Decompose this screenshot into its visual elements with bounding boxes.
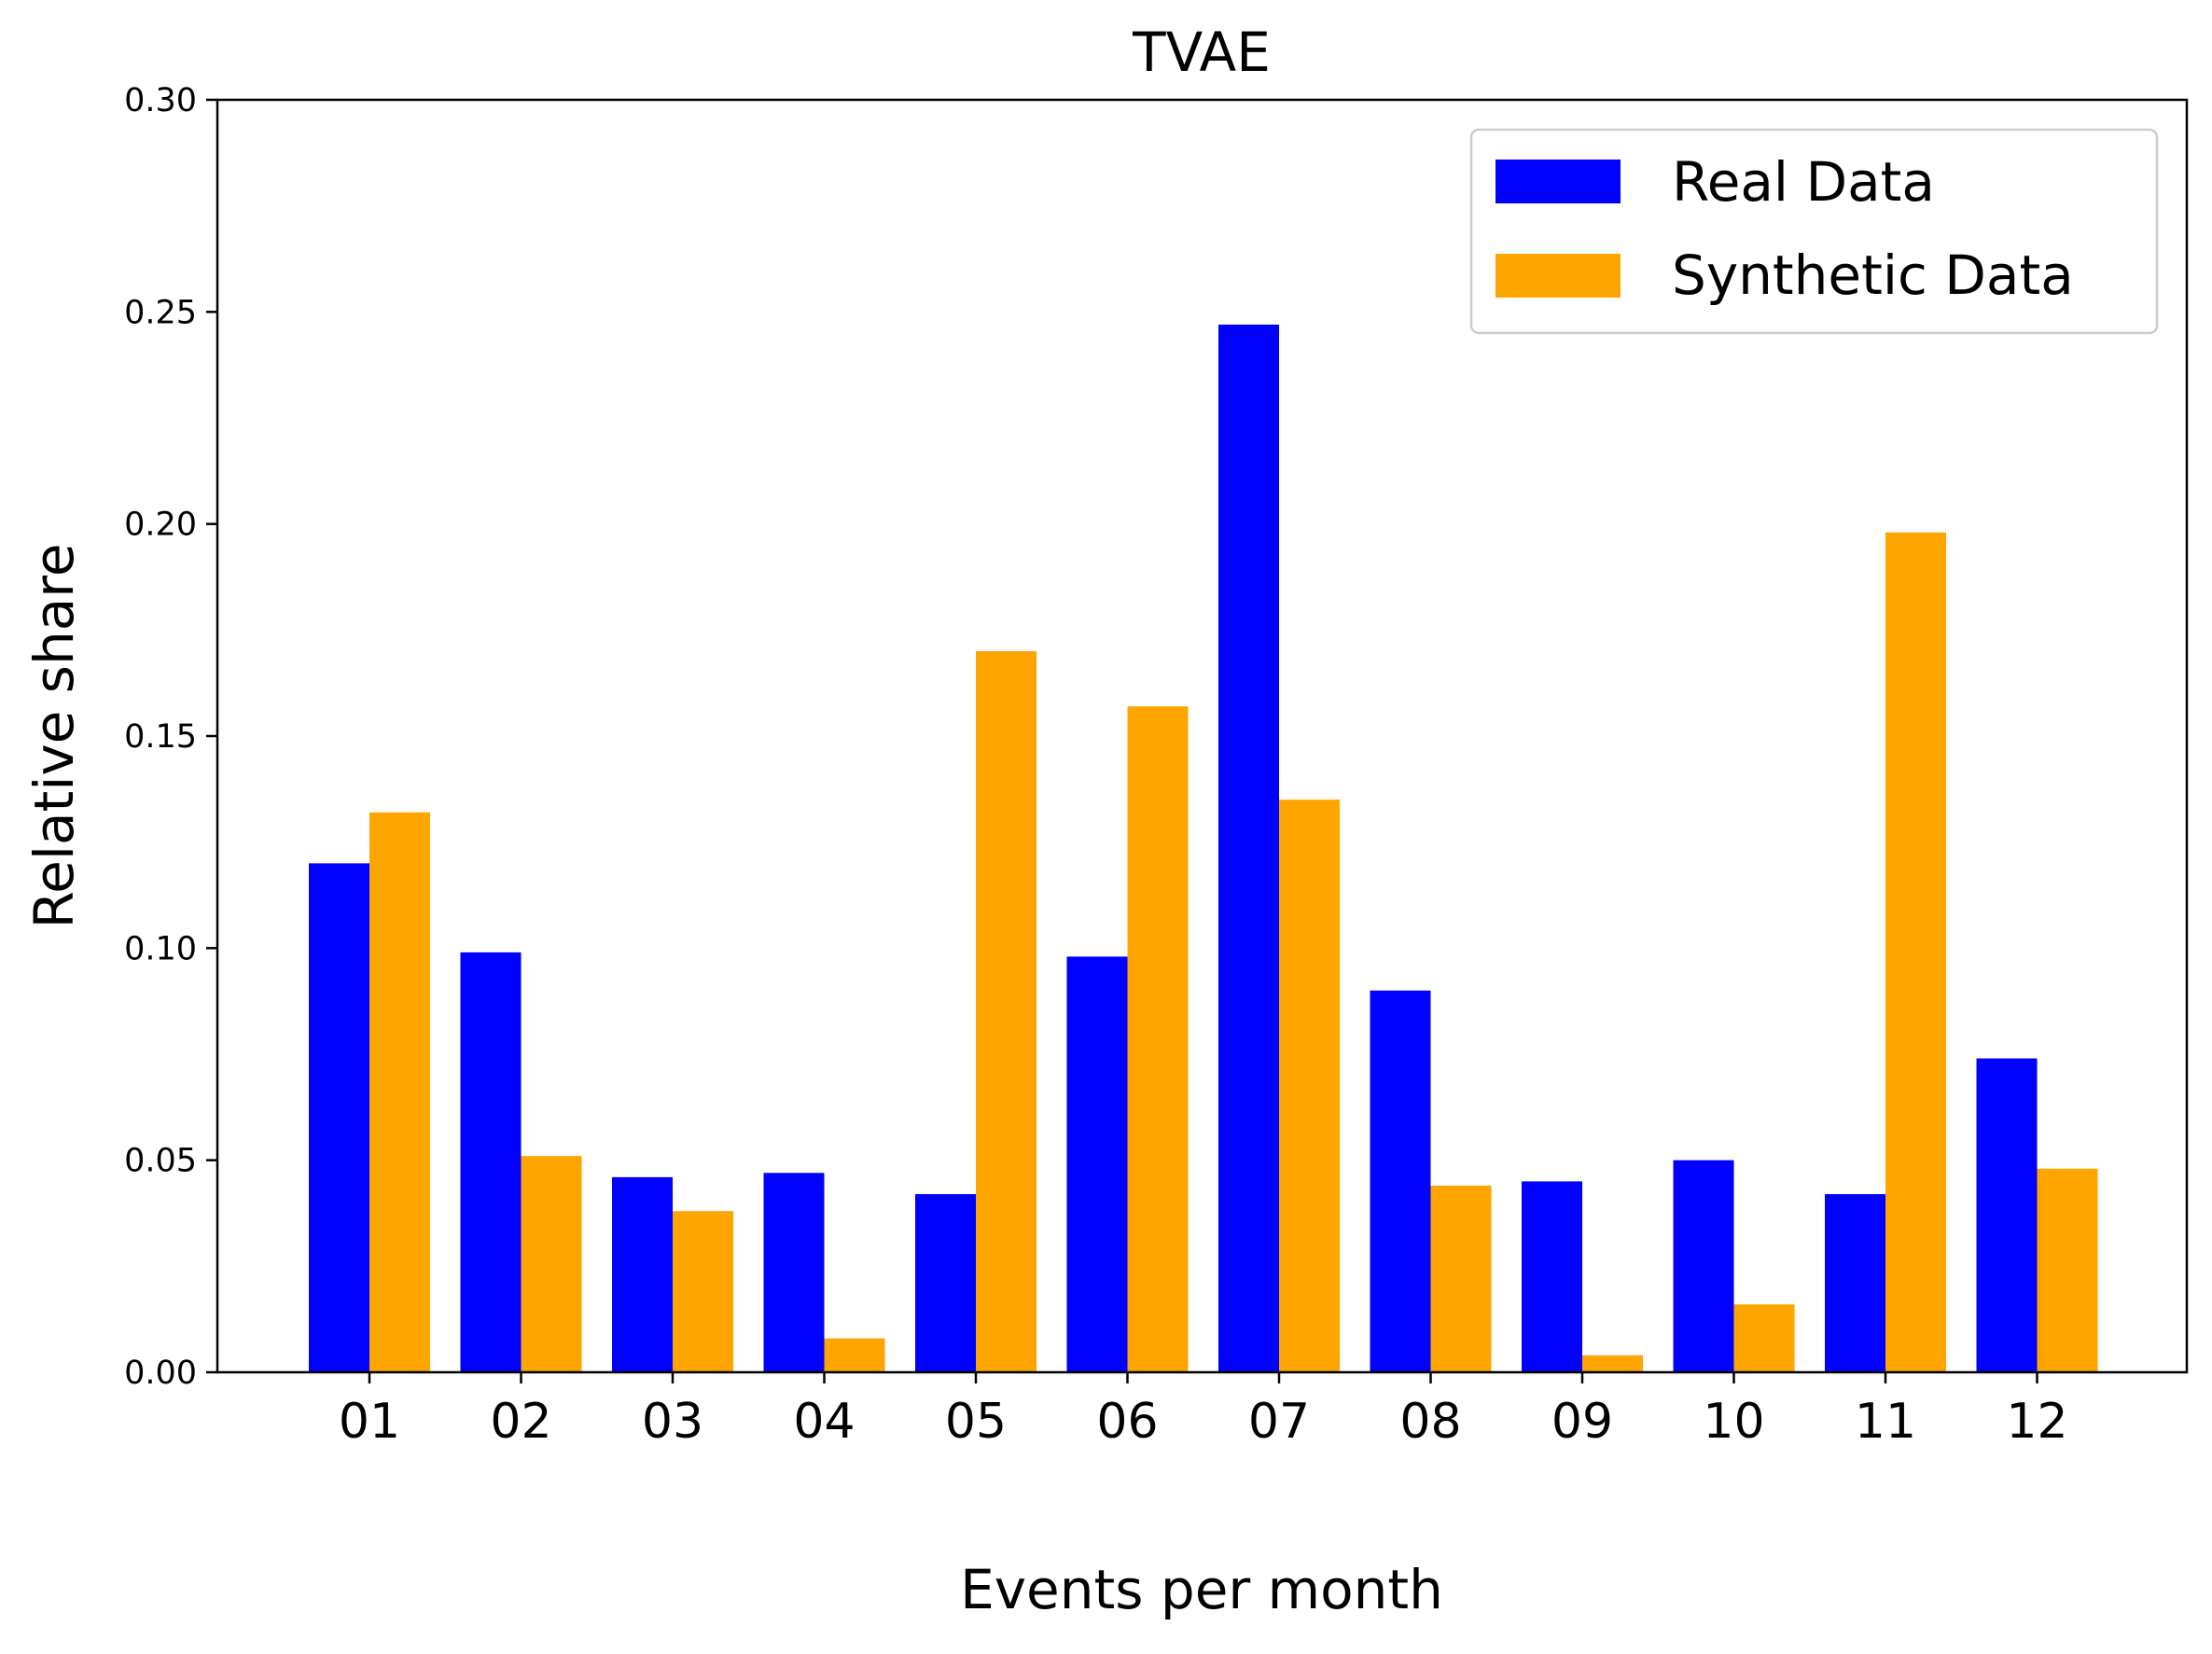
- x-tick-label: 05: [945, 1394, 1007, 1450]
- bars-group: [309, 324, 2098, 1372]
- legend-swatch-real-data: [1496, 160, 1621, 203]
- bar-synthetic-data-12: [2037, 1168, 2098, 1372]
- bar-real-data-06: [1066, 956, 1128, 1372]
- x-tick-label: 03: [642, 1394, 703, 1450]
- bar-synthetic-data-06: [1127, 706, 1189, 1372]
- legend-box: [1469, 128, 2159, 335]
- bar-synthetic-data-01: [369, 812, 430, 1372]
- bar-real-data-11: [1825, 1194, 1885, 1372]
- legend: Real Data Synthetic Data: [1469, 128, 2159, 335]
- bar-real-data-01: [309, 863, 369, 1372]
- bar-synthetic-data-02: [521, 1156, 582, 1372]
- bar-real-data-02: [460, 952, 522, 1372]
- x-tick-label: 11: [1855, 1394, 1916, 1450]
- legend-label-real-data: Real Data: [1672, 150, 1935, 214]
- x-axis-label: Events per month: [960, 1558, 1443, 1621]
- bar-synthetic-data-04: [824, 1338, 885, 1372]
- y-tick-label: 0.00: [124, 1355, 197, 1392]
- y-tick-label: 0.20: [124, 507, 197, 544]
- bar-synthetic-data-11: [1885, 532, 1946, 1372]
- x-tick-label: 02: [490, 1394, 551, 1450]
- x-tick-label: 08: [1399, 1394, 1461, 1450]
- bar-real-data-07: [1218, 324, 1279, 1372]
- y-tick-label: 0.30: [124, 82, 197, 119]
- x-tick-label: 10: [1703, 1394, 1764, 1450]
- y-tick-label: 0.10: [124, 930, 197, 967]
- x-tick-label: 12: [2006, 1394, 2067, 1450]
- y-tick-label: 0.15: [124, 718, 197, 756]
- legend-swatch-synthetic-data: [1496, 254, 1621, 298]
- x-tick-label: 06: [1096, 1394, 1158, 1450]
- bar-synthetic-data-07: [1279, 799, 1340, 1372]
- bar-real-data-09: [1522, 1181, 1582, 1372]
- bar-real-data-12: [1976, 1058, 2038, 1372]
- x-axis-ticks: 01 02 03 04 05 06 07 08 09 10 11 12: [339, 1372, 2068, 1450]
- bar-real-data-03: [612, 1176, 673, 1372]
- bar-real-data-08: [1370, 990, 1431, 1372]
- x-tick-label: 07: [1248, 1394, 1310, 1450]
- y-axis-label: Relative share: [22, 543, 86, 928]
- chart-title: TVAE: [1132, 21, 1271, 84]
- y-tick-label: 0.25: [124, 294, 197, 331]
- legend-label-synthetic-data: Synthetic Data: [1672, 243, 2074, 307]
- x-tick-label: 09: [1551, 1394, 1613, 1450]
- bar-synthetic-data-03: [673, 1211, 733, 1372]
- bar-real-data-05: [915, 1194, 976, 1372]
- bar-synthetic-data-09: [1582, 1355, 1643, 1372]
- bar-synthetic-data-08: [1430, 1185, 1492, 1372]
- y-tick-label: 0.05: [124, 1143, 197, 1180]
- x-tick-label: 04: [793, 1394, 855, 1450]
- bar-real-data-04: [763, 1173, 825, 1372]
- x-tick-label: 01: [339, 1394, 400, 1450]
- bar-real-data-10: [1673, 1160, 1734, 1372]
- y-axis-ticks: 0.00 0.05 0.10 0.15 0.20 0.25 0.30: [124, 82, 217, 1392]
- bar-synthetic-data-05: [976, 651, 1036, 1372]
- bar-synthetic-data-10: [1733, 1304, 1795, 1372]
